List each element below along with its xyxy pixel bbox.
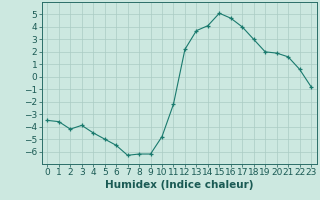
X-axis label: Humidex (Indice chaleur): Humidex (Indice chaleur)	[105, 180, 253, 190]
